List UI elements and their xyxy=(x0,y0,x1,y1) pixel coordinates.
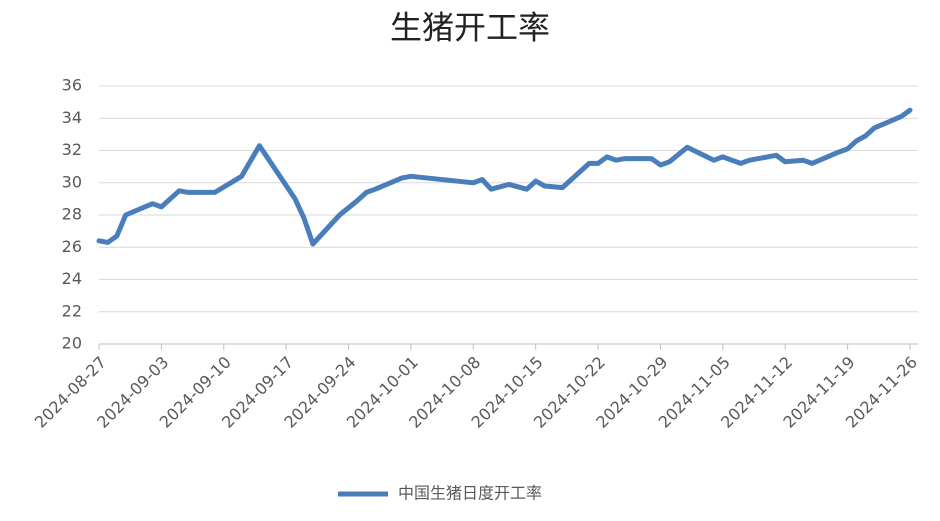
chart-title: 生猪开工率 xyxy=(390,9,550,47)
y-tick-label: 24 xyxy=(62,269,82,288)
y-tick-label: 30 xyxy=(62,172,82,191)
y-tick-label: 36 xyxy=(62,76,82,95)
legend-label: 中国生猪日度开工率 xyxy=(398,484,542,503)
y-tick-label: 20 xyxy=(62,334,82,353)
y-tick-label: 26 xyxy=(62,237,82,256)
y-tick-label: 28 xyxy=(62,205,82,224)
y-tick-label: 22 xyxy=(62,301,82,320)
y-tick-label: 34 xyxy=(62,108,82,127)
data-line xyxy=(96,107,913,247)
y-tick-label: 32 xyxy=(62,140,82,159)
